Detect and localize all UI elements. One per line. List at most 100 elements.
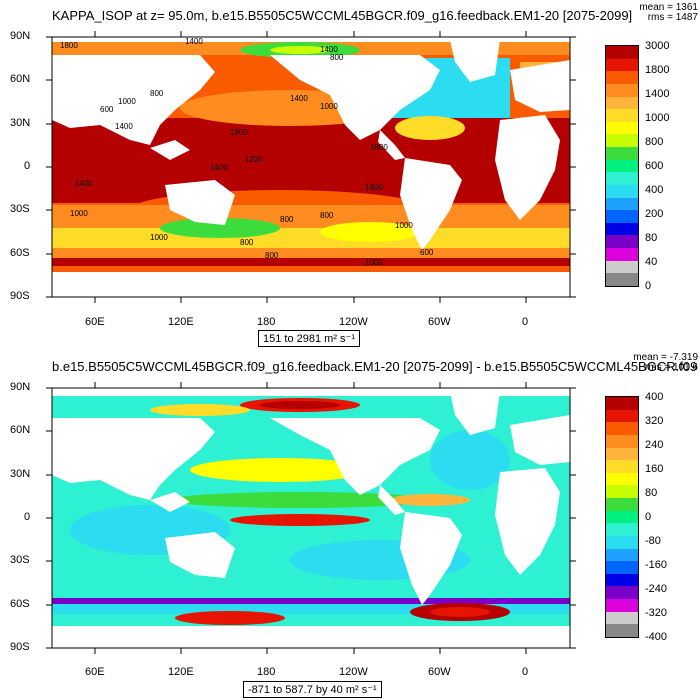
contour-label: 1400 [115,122,133,131]
panel2-lat-90n: 90N [10,381,31,393]
panel1-lon-180: 180 [257,316,276,328]
contour-label: 1400 [210,163,228,172]
panel2-colorbar-label: 160 [645,463,664,475]
contour-label: 800 [280,215,294,224]
panel1-colorbar-swatch [606,58,638,72]
panel1-contour-labels: 1800 140014008001000600140080014001000180… [60,37,434,267]
panel2-colorbar-swatch [606,624,638,638]
panel1-colorbar-label: 1000 [645,112,670,124]
contour-label: 1000 [150,233,168,242]
contour-label: 1400 [75,179,93,188]
panel1-colorbar-swatch [606,197,638,211]
panel2-colorbar-swatch [606,409,638,423]
panel1-colorbar-swatch [606,147,638,161]
panel1-lat-60n: 60N [10,73,31,85]
panel2-colorbar-swatch [606,523,638,537]
panel2-colorbar-swatch [606,586,638,600]
panel1-colorbar-label: 800 [645,136,664,148]
panel1-colorbar-label: 400 [645,184,664,196]
panel1-colorbar [605,45,639,287]
panel1-lon-120e: 120E [168,316,194,328]
panel2-colorbar-swatch [606,485,638,499]
panel1-colorbar-label: 80 [645,232,658,244]
panel1-lat-90n: 90N [10,30,31,42]
panel2-colorbar-label: 400 [645,391,664,403]
panel1-colorbar-swatch [606,159,638,173]
panel2-colorbar-swatch [606,573,638,587]
panel2-title: b.e15.B5505C5WCCML45BGCR.f09_g16.feedbac… [52,359,698,374]
panel1-colorbar-swatch [606,210,638,224]
contour-label: 1400 [290,94,308,103]
panel2-colorbar-label: -240 [645,583,668,595]
panel2-colorbar-swatch [606,535,638,550]
panel1-colorbar-swatch [606,96,638,110]
panel2-lat-0: 0 [24,511,31,523]
panel1-lon-60w: 60W [428,316,451,328]
panel2-colorbar-swatch [606,447,638,461]
panel2-lat-30s: 30S [10,554,30,566]
panel1-colorbar-swatch [606,273,638,287]
contour-label: 1800 [365,183,383,192]
panel1-colorbar-swatch [606,71,638,85]
panel1-rms: rms = 1487 [647,12,698,23]
panel1-lat-30n: 30N [10,117,31,129]
panel1-colorbar-label: 600 [645,160,664,172]
panel1-title: KAPPA_ISOP at z= 95.0m, b.e15.B5505C5WCC… [52,8,633,23]
panel1-colorbar-swatch [606,46,638,60]
panel1-field [52,37,570,297]
contour-label: 1400 [185,37,203,46]
panel1-mean: mean = 1361 [639,2,698,13]
panel1-colorbar-label: 200 [645,208,664,220]
panel2-lon-60e: 60E [85,666,105,678]
contour-label: 800 [265,251,279,260]
panel2-colorbar-label: -320 [645,607,668,619]
panel2-colorbar-swatch [606,510,638,524]
contour-label: 800 [330,53,344,62]
panel1-colorbar-swatch [606,184,638,199]
panel1-colorbar-swatch [606,134,638,148]
panel2-colorbar [605,396,639,638]
panel1-colorbar-swatch [606,222,638,236]
panel1-lon-120w: 120W [339,316,368,328]
panel2-colorbar-label: -160 [645,559,668,571]
panel2-field [52,388,570,648]
panel2-colorbar-swatch [606,422,638,436]
panel2-mean: mean = -7.319 [633,352,698,363]
panel2-lon-0: 0 [522,666,529,678]
contour-label: 1000 [395,221,413,230]
panel2-colorbar-label: -400 [645,631,668,643]
panel1-colorbar-swatch [606,121,638,135]
panel2-range-box: -871 to 587.7 by 40 m² s⁻¹ [243,681,382,698]
contour-label: 1800 [60,41,78,50]
panel2-colorbar-swatch [606,599,638,613]
panel1-colorbar-swatch [606,83,638,98]
contour-label: 1400 [320,45,338,54]
panel2-lat-60n: 60N [10,424,31,436]
panel2-colorbar-swatch [606,561,638,575]
panel1-lat-30s: 30S [10,203,30,215]
panel2-lon-120e: 120E [168,666,194,678]
panel2-colorbar-swatch [606,472,638,486]
contour-label: 1000 [70,209,88,218]
panel1-colorbar-label: 40 [645,256,658,268]
contour-label: 1200 [245,155,263,164]
panel1-lat-90s: 90S [10,290,30,302]
panel1-range-box: 151 to 2981 m² s⁻¹ [258,330,361,347]
panel2-colorbar-swatch [606,498,638,512]
panel2-ticks [46,382,576,654]
panel1-ticks [46,31,576,303]
panel1-lon-60e: 60E [85,316,105,328]
panel2-lat-90s: 90S [10,641,30,653]
panel2-colorbar-swatch [606,460,638,474]
panel2-colorbar-label: 240 [645,439,664,451]
contour-label: 800 [150,89,164,98]
contour-label: 600 [100,105,114,114]
panel2-colorbar-label: 80 [645,487,658,499]
panel2-lat-60s: 60S [10,598,30,610]
panel2-colorbar-label: 320 [645,415,664,427]
panel2-lon-60w: 60W [428,666,451,678]
panel2-lon-120w: 120W [339,666,368,678]
panel2-colorbar-swatch [606,548,638,562]
panel2-colorbar-swatch [606,611,638,625]
